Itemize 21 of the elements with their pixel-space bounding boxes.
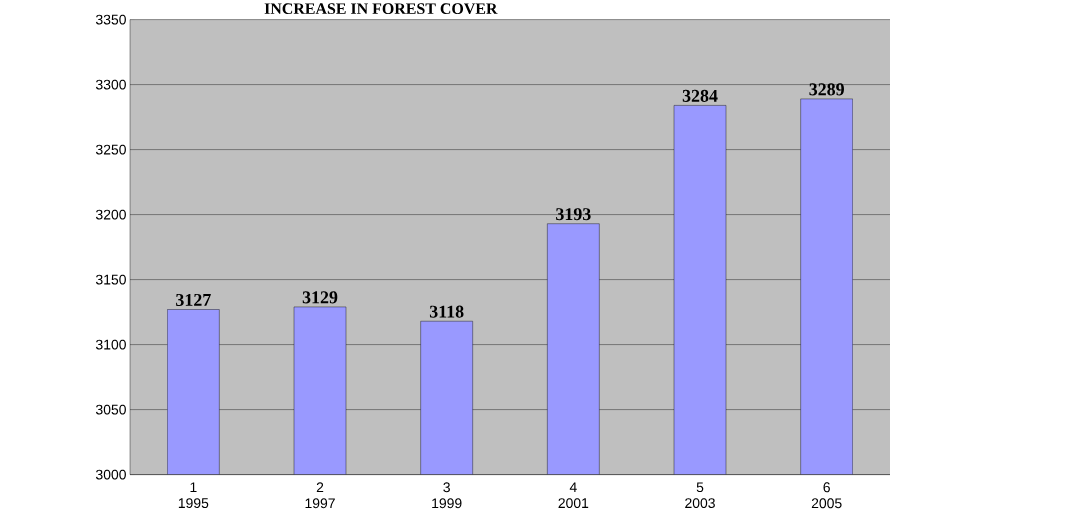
y-tick-label: 3350 — [95, 14, 126, 25]
y-tick-label: 3050 — [95, 404, 126, 415]
y-tick-label: 3100 — [95, 339, 126, 350]
x-tick-label: 1 1995 — [178, 482, 209, 509]
data-label: 3193 — [556, 208, 591, 221]
data-label: 3127 — [176, 294, 211, 307]
x-tick-label: 3 1999 — [432, 482, 462, 509]
y-tick-label: 3000 — [95, 469, 126, 480]
y-tick-label: 3200 — [95, 209, 126, 220]
data-label: 3118 — [429, 305, 464, 318]
x-tick-label: 4 2001 — [558, 482, 589, 509]
x-tick-label: 6 2005 — [811, 482, 842, 509]
y-tick-label: 3150 — [95, 274, 126, 285]
y-tick-label: 3300 — [95, 79, 126, 90]
data-label: 3129 — [302, 291, 338, 304]
x-tick-label: 2 1997 — [305, 482, 335, 509]
y-tick-label: 3250 — [95, 144, 126, 155]
data-label: 3284 — [682, 89, 718, 103]
x-tick-label: 5 2003 — [685, 482, 715, 509]
chart-title: INCREASE IN FOREST COVER — [264, 3, 498, 15]
data-label: 3289 — [809, 83, 844, 96]
